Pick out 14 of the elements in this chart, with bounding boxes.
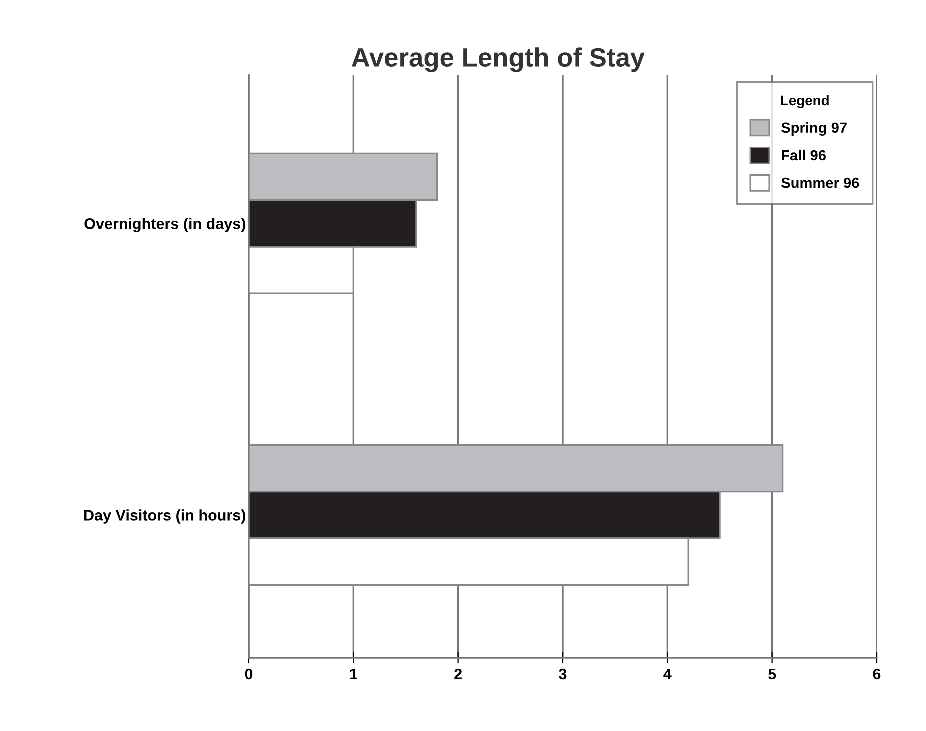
chart-title: Average Length of Stay (352, 48, 645, 72)
x-tick-label: 3 (559, 668, 567, 680)
legend-title: Legend (781, 95, 829, 108)
x-tick-label: 0 (245, 668, 253, 680)
x-tick-label: 6 (873, 668, 881, 680)
legend-label: Fall 96 (782, 150, 826, 161)
legend-label: Summer 96 (782, 178, 860, 188)
x-tick-label: 1 (350, 668, 358, 680)
y-tick-label: Day Visitors (in hours) (84, 510, 246, 524)
x-tick-label: 4 (664, 668, 672, 680)
x-tick-label: 2 (454, 668, 462, 680)
y-tick-label: Overnighters (in days) (84, 218, 246, 232)
x-tick-label: 5 (768, 668, 776, 680)
legend-label: Spring 97 (782, 122, 847, 136)
